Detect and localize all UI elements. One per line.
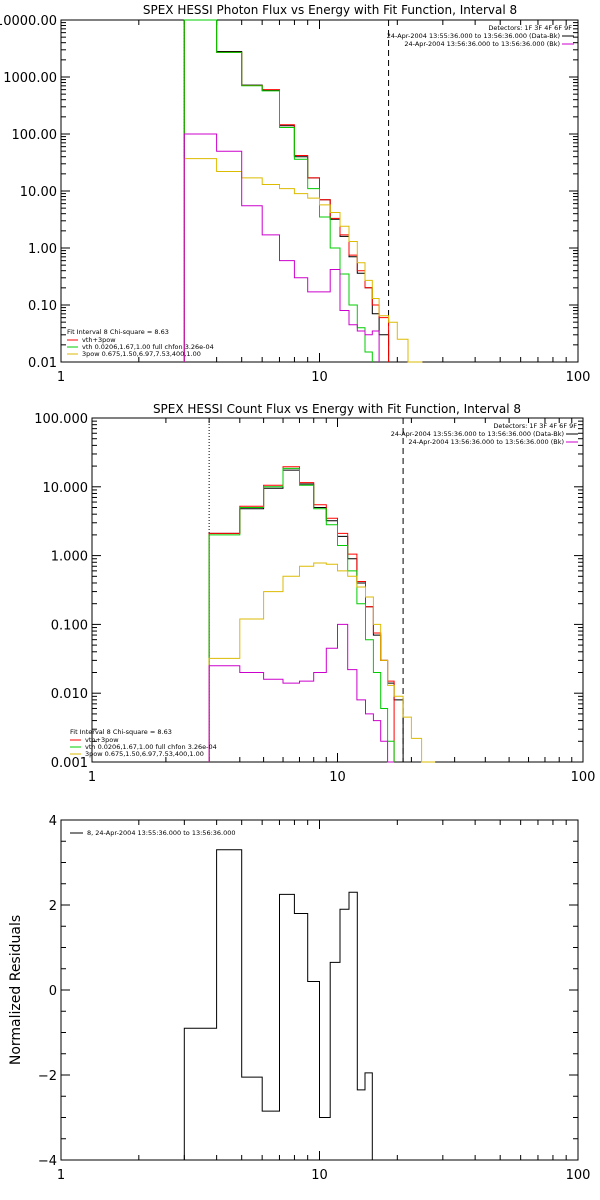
panel2-frame bbox=[91, 417, 584, 763]
panel1-legend-vth: vth 0.0206,1.67,1.00 full chfon 3.26e-04 bbox=[82, 343, 214, 351]
y-tick-label: 4 bbox=[49, 814, 57, 829]
y-tick-label: 0.10 bbox=[28, 299, 57, 314]
x-tick-label: 100 bbox=[571, 770, 596, 785]
y-tick-label: 1.00 bbox=[28, 242, 57, 257]
y-tick-label: 0.100 bbox=[51, 618, 88, 633]
panel2-fit-interval-text: Fit Interval 8 Chi-square = 8.63 bbox=[70, 728, 172, 736]
series-bk bbox=[208, 623, 395, 763]
panel2-legend-total: vth+3pow bbox=[85, 736, 119, 744]
x-tick-label: 100 bbox=[566, 1168, 591, 1183]
panel1-x-tick-labels: 1 10 100 bbox=[57, 370, 591, 385]
y-tick-label: 0.010 bbox=[51, 687, 88, 702]
y-tick-label: 2 bbox=[49, 899, 57, 914]
panel3-legend-text: 8, 24-Apr-2004 13:55:36.000 to 13:56:36.… bbox=[87, 829, 236, 837]
residuals-panel: 4 2 0 −2 −4 1 10 100 Normalized Residuals 8, 2… bbox=[8, 814, 590, 1183]
x-tick-label: 10 bbox=[329, 770, 346, 785]
y-tick-label: 100.000 bbox=[34, 412, 88, 427]
panel3-series bbox=[183, 849, 373, 1160]
x-tick-label: 100 bbox=[566, 370, 591, 385]
series-vth bbox=[208, 467, 395, 762]
panel2-legend-vth: vth 0.0206,1.67,1.00 full chfon 3.26e-04 bbox=[85, 743, 217, 751]
series-vth bbox=[183, 19, 373, 362]
series-pow bbox=[183, 158, 423, 363]
panel1-legend-pow: 3pow 0.675,1.50,6.97,7.53,400,1.00 bbox=[82, 350, 201, 358]
panel1-fit-interval-text: Fit Interval 8 Chi-square = 8.63 bbox=[67, 328, 169, 336]
y-tick-label: 100.00 bbox=[12, 128, 58, 143]
photon-flux-panel: SPEX HESSI Photon Flux vs Energy with Fi… bbox=[0, 3, 590, 385]
series-bk bbox=[183, 133, 380, 362]
panel2-legend-bk: 24-Apr-2004 13:56:36.000 to 13:56:36.000… bbox=[408, 438, 564, 446]
y-tick-label: −2 bbox=[38, 1069, 57, 1084]
panel1-title: SPEX HESSI Photon Flux vs Energy with Fi… bbox=[143, 3, 517, 17]
series-total bbox=[183, 19, 390, 362]
panel2-detectors-text: Detectors: 1F 3F 4F 6F 9F bbox=[493, 422, 577, 430]
y-tick-label: 10.00 bbox=[20, 185, 57, 200]
panel3-ticks bbox=[60, 819, 578, 1161]
panel3-y-axis-label: Normalized Residuals bbox=[8, 915, 24, 1065]
y-tick-label: 0 bbox=[49, 984, 57, 999]
series-data bbox=[208, 469, 404, 762]
series-total bbox=[208, 466, 395, 762]
panel2-legend-pow: 3pow 0.675,1.50,6.97,7.53,400,1.00 bbox=[85, 750, 204, 758]
panel1-legend-bottom: Fit Interval 8 Chi-square = 8.63 vth+3po… bbox=[67, 328, 214, 358]
x-tick-label: 10 bbox=[311, 1168, 328, 1183]
series-pow bbox=[208, 562, 436, 763]
y-tick-label: 0.001 bbox=[51, 756, 88, 771]
panel1-fit-range-lines bbox=[183, 20, 390, 362]
panel2-fit-range-lines bbox=[208, 418, 404, 762]
panel1-ticks bbox=[60, 19, 578, 363]
x-tick-label: 1 bbox=[57, 1168, 65, 1183]
panel2-ticks bbox=[91, 417, 583, 763]
y-tick-label: −4 bbox=[38, 1154, 57, 1169]
panel3-legend: 8, 24-Apr-2004 13:55:36.000 to 13:56:36.… bbox=[70, 829, 236, 837]
panel2-legend-data-bk: 24-Apr-2004 13:55:36.000 to 13:56:36.000… bbox=[391, 430, 564, 438]
panel2-y-tick-labels: 100.000 10.000 1.000 0.100 0.010 0.001 bbox=[34, 412, 88, 771]
y-tick-label: 10.000 bbox=[43, 481, 89, 496]
series-data bbox=[183, 19, 390, 362]
y-tick-label: 0.01 bbox=[28, 356, 57, 371]
x-tick-label: 1 bbox=[57, 370, 65, 385]
panel3-y-tick-labels: 4 2 0 −2 −4 bbox=[38, 814, 57, 1169]
panel1-legend-bk: 24-Apr-2004 13:56:36.000 to 13:56:36.000… bbox=[404, 40, 560, 48]
series-residuals bbox=[183, 849, 373, 1160]
x-tick-label: 10 bbox=[311, 370, 328, 385]
panel2-x-tick-labels: 1 10 100 bbox=[88, 770, 596, 785]
y-tick-label: 1000.00 bbox=[3, 71, 57, 86]
y-tick-label: 10000.00 bbox=[0, 14, 57, 29]
panel1-y-tick-labels: 10000.00 1000.00 100.00 10.00 1.00 0.10 0.01 bbox=[0, 14, 57, 371]
panel1-series bbox=[183, 19, 423, 363]
panel2-legend-bottom: Fit Interval 8 Chi-square = 8.63 vth+3po… bbox=[70, 728, 217, 758]
count-flux-panel: SPEX HESSI Count Flux vs Energy with Fit… bbox=[34, 402, 595, 785]
panel3-x-tick-labels: 1 10 100 bbox=[57, 1168, 591, 1183]
panel1-legend-top: Detectors: 1F 3F 4F 6F 9F 24-Apr-2004 13… bbox=[387, 24, 574, 48]
panel1-legend-total: vth+3pow bbox=[82, 336, 116, 344]
panel2-series bbox=[208, 466, 436, 763]
panel2-title: SPEX HESSI Count Flux vs Energy with Fit… bbox=[153, 402, 521, 416]
panel1-legend-data-bk: 24-Apr-2004 13:55:36.000 to 13:56:36.000… bbox=[387, 32, 560, 40]
y-tick-label: 1.000 bbox=[51, 550, 88, 565]
panel2-legend-top: Detectors: 1F 3F 4F 6F 9F 24-Apr-2004 13… bbox=[391, 422, 578, 446]
panel1-detectors-text: Detectors: 1F 3F 4F 6F 9F bbox=[488, 24, 572, 32]
x-tick-label: 1 bbox=[88, 770, 96, 785]
